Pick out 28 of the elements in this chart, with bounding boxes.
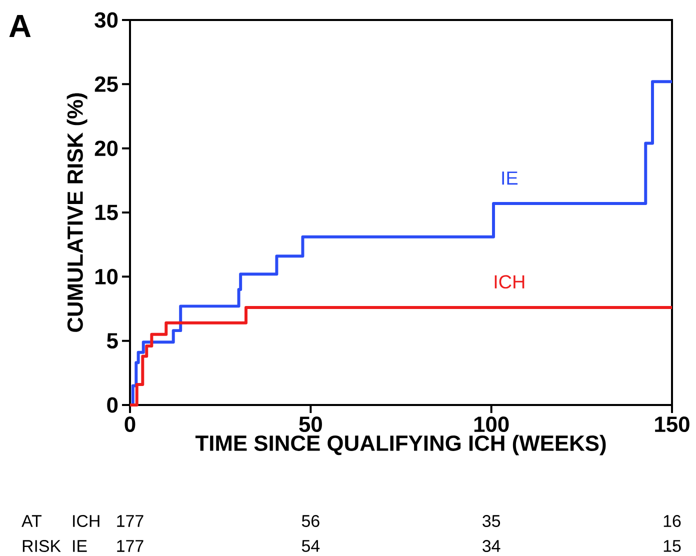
y-tick-label: 5 <box>106 333 118 348</box>
x-tick-label: 100 <box>474 416 509 432</box>
text: 54 <box>302 540 320 552</box>
text: 15 <box>664 540 681 552</box>
text: IE <box>73 540 87 552</box>
text: 16 <box>664 515 681 528</box>
y-tick-label: 30 <box>94 12 118 28</box>
x-tick-label: 150 <box>655 416 690 432</box>
series-label: IE <box>502 172 518 185</box>
text: 56 <box>302 515 320 528</box>
y-axis-title: CUMULATIVE RISK (%) <box>66 93 88 332</box>
series-label: ICH <box>494 275 524 289</box>
text: AT <box>22 515 42 527</box>
text: ICH <box>73 515 100 528</box>
text: 177 <box>117 540 144 552</box>
text: A <box>9 15 31 37</box>
text: RISK <box>22 540 61 552</box>
y-tick-label: 10 <box>95 268 118 284</box>
text: 35 <box>482 515 500 528</box>
x-tick-label: 50 <box>299 416 322 432</box>
x-tick-label: 0 <box>124 416 136 432</box>
y-tick-label: 20 <box>94 140 118 156</box>
x-axis-title: TIME SINCE QUALIFYING ICH (WEEKS) <box>195 434 606 456</box>
text: 34 <box>482 540 500 552</box>
y-tick-label: 0 <box>107 397 118 413</box>
text: 177 <box>117 515 144 527</box>
y-tick-label: 25 <box>94 76 118 92</box>
y-tick-label: 15 <box>95 204 118 220</box>
